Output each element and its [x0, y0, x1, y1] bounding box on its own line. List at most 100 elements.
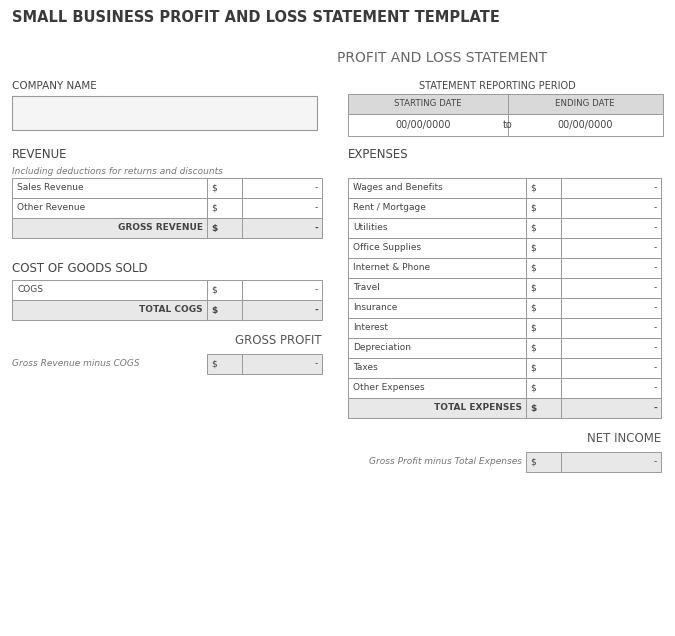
Bar — [207, 300, 242, 320]
Bar — [348, 258, 526, 278]
Text: GROSS PROFIT: GROSS PROFIT — [236, 333, 322, 347]
Bar — [348, 178, 526, 198]
Bar — [12, 300, 207, 320]
Text: EXPENSES: EXPENSES — [348, 148, 408, 162]
Text: $: $ — [530, 284, 536, 293]
Bar — [12, 178, 207, 198]
Text: COGS: COGS — [17, 286, 43, 294]
Text: -: - — [315, 184, 318, 193]
Bar — [348, 218, 526, 238]
Text: Gross Profit minus Total Expenses: Gross Profit minus Total Expenses — [369, 457, 522, 466]
Bar — [526, 238, 561, 258]
Bar — [526, 278, 561, 298]
Text: TOTAL EXPENSES: TOTAL EXPENSES — [434, 403, 522, 413]
Bar — [348, 398, 526, 418]
Bar — [242, 218, 322, 238]
Text: GROSS REVENUE: GROSS REVENUE — [118, 223, 203, 233]
Text: NET INCOME: NET INCOME — [587, 431, 661, 445]
Bar — [561, 398, 661, 418]
Bar — [348, 358, 526, 378]
Bar — [526, 378, 561, 398]
Text: SMALL BUSINESS PROFIT AND LOSS STATEMENT TEMPLATE: SMALL BUSINESS PROFIT AND LOSS STATEMENT… — [12, 11, 500, 25]
Text: $: $ — [530, 403, 536, 413]
Text: $: $ — [211, 184, 217, 193]
Text: $: $ — [530, 244, 536, 252]
Bar — [207, 354, 242, 374]
Bar — [348, 198, 526, 218]
Bar — [12, 218, 207, 238]
Text: $: $ — [211, 305, 217, 314]
Text: Depreciation: Depreciation — [353, 343, 411, 352]
Bar — [561, 378, 661, 398]
Text: $: $ — [211, 286, 217, 294]
Bar — [12, 96, 317, 130]
Bar — [242, 300, 322, 320]
Bar — [207, 280, 242, 300]
Text: -: - — [654, 324, 657, 333]
Text: -: - — [315, 204, 318, 212]
Text: Including deductions for returns and discounts: Including deductions for returns and dis… — [12, 167, 223, 176]
Text: -: - — [654, 223, 657, 233]
Text: Office Supplies: Office Supplies — [353, 244, 421, 252]
Text: Wages and Benefits: Wages and Benefits — [353, 184, 443, 193]
Text: ENDING DATE: ENDING DATE — [555, 99, 615, 109]
Text: $: $ — [211, 359, 217, 368]
Text: STARTING DATE: STARTING DATE — [394, 99, 462, 109]
Text: $: $ — [530, 324, 536, 333]
Text: REVENUE: REVENUE — [12, 148, 68, 162]
Bar — [348, 318, 526, 338]
Bar — [348, 114, 663, 136]
Text: Taxes: Taxes — [353, 364, 378, 373]
Text: -: - — [654, 364, 657, 373]
Bar — [348, 378, 526, 398]
Text: Interest: Interest — [353, 324, 388, 333]
Text: -: - — [315, 305, 318, 314]
Text: Rent / Mortgage: Rent / Mortgage — [353, 204, 426, 212]
Bar — [561, 358, 661, 378]
Text: -: - — [654, 284, 657, 293]
Bar — [348, 338, 526, 358]
Text: -: - — [654, 263, 657, 272]
Text: Travel: Travel — [353, 284, 380, 293]
Text: -: - — [315, 286, 318, 294]
Text: 00/00/0000: 00/00/0000 — [558, 120, 613, 130]
Text: Sales Revenue: Sales Revenue — [17, 184, 84, 193]
Text: -: - — [654, 204, 657, 212]
Text: $: $ — [530, 457, 536, 466]
Text: -: - — [653, 403, 657, 413]
Bar — [561, 452, 661, 472]
Text: -: - — [654, 184, 657, 193]
Text: $: $ — [530, 223, 536, 233]
Bar — [561, 178, 661, 198]
Bar — [561, 278, 661, 298]
Text: STATEMENT REPORTING PERIOD: STATEMENT REPORTING PERIOD — [418, 81, 575, 91]
Bar — [207, 198, 242, 218]
Text: $: $ — [530, 184, 536, 193]
Text: $: $ — [211, 204, 217, 212]
Bar — [526, 358, 561, 378]
Bar — [561, 238, 661, 258]
Text: $: $ — [530, 364, 536, 373]
Text: $: $ — [211, 223, 217, 233]
Bar — [526, 338, 561, 358]
Text: $: $ — [530, 303, 536, 312]
Bar — [526, 178, 561, 198]
Text: Other Expenses: Other Expenses — [353, 384, 425, 392]
Text: -: - — [315, 223, 318, 233]
Bar — [526, 258, 561, 278]
Text: 00/00/0000: 00/00/0000 — [396, 120, 451, 130]
Bar — [526, 452, 561, 472]
Bar — [561, 258, 661, 278]
Text: COMPANY NAME: COMPANY NAME — [12, 81, 97, 91]
Text: $: $ — [530, 384, 536, 392]
Bar — [242, 178, 322, 198]
Bar — [561, 218, 661, 238]
Bar — [348, 298, 526, 318]
Bar — [526, 298, 561, 318]
Bar — [561, 338, 661, 358]
Bar — [207, 218, 242, 238]
Text: Internet & Phone: Internet & Phone — [353, 263, 430, 272]
Bar — [526, 318, 561, 338]
Text: $: $ — [530, 263, 536, 272]
Text: -: - — [654, 457, 657, 466]
